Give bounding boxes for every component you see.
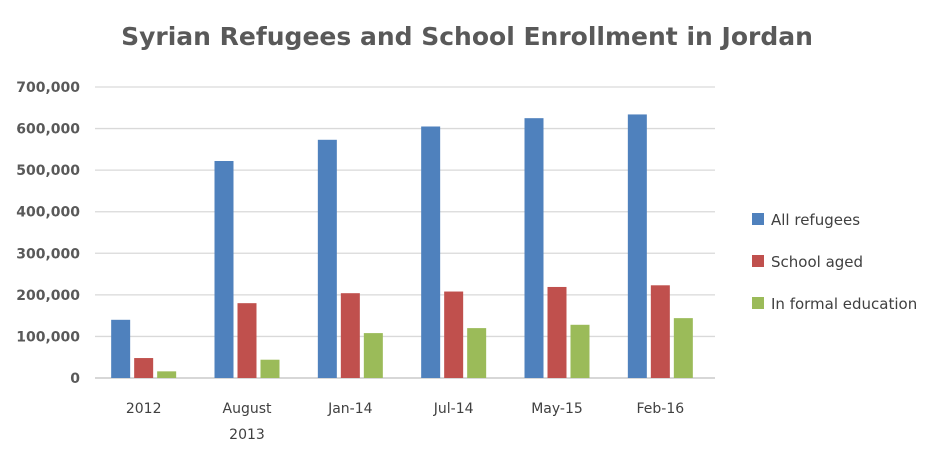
bar-all-refugees bbox=[627, 114, 647, 379]
x-tick-label: May-15 bbox=[531, 401, 583, 417]
x-tick-label: August bbox=[223, 401, 273, 417]
y-tick-label: 300,000 bbox=[16, 246, 80, 262]
legend-swatch bbox=[752, 255, 764, 267]
y-tick-label: 500,000 bbox=[16, 163, 80, 179]
legend-label: School aged bbox=[771, 253, 863, 271]
y-tick-label: 700,000 bbox=[16, 80, 80, 96]
legend-label: All refugees bbox=[771, 211, 860, 229]
bar-in-formal-education bbox=[673, 318, 693, 378]
bar-in-formal-education bbox=[570, 324, 590, 378]
bar-school-aged bbox=[237, 303, 257, 378]
bar-school-aged bbox=[340, 293, 360, 378]
y-tick-label: 100,000 bbox=[16, 329, 80, 345]
legend-label: In formal education bbox=[771, 295, 917, 313]
bar-all-refugees bbox=[317, 139, 337, 378]
bar-school-aged bbox=[444, 291, 464, 378]
x-tick-label: Jul-14 bbox=[433, 401, 474, 417]
bar-in-formal-education bbox=[467, 328, 487, 378]
bar-in-formal-education bbox=[260, 359, 280, 378]
legend-swatch bbox=[752, 297, 764, 309]
bar-school-aged bbox=[134, 358, 154, 378]
bar-all-refugees bbox=[421, 126, 441, 378]
legend-swatch bbox=[752, 213, 764, 225]
bar-school-aged bbox=[547, 286, 567, 378]
y-tick-label: 600,000 bbox=[16, 122, 80, 138]
y-tick-label: 0 bbox=[70, 371, 80, 387]
bar-all-refugees bbox=[214, 160, 234, 378]
y-tick-label: 200,000 bbox=[16, 288, 80, 304]
y-tick-label: 400,000 bbox=[16, 205, 80, 221]
chart-title: Syrian Refugees and School Enrollment in… bbox=[121, 22, 813, 51]
x-tick-label: 2013 bbox=[229, 427, 265, 443]
bar-school-aged bbox=[650, 285, 670, 378]
x-tick-label: 2012 bbox=[126, 401, 162, 417]
bar-all-refugees bbox=[524, 118, 544, 378]
bar-in-formal-education bbox=[157, 371, 177, 378]
bar-all-refugees bbox=[111, 319, 131, 378]
bar-in-formal-education bbox=[363, 333, 383, 378]
x-tick-label: Feb-16 bbox=[637, 401, 685, 417]
x-tick-label: Jan-14 bbox=[327, 401, 373, 417]
